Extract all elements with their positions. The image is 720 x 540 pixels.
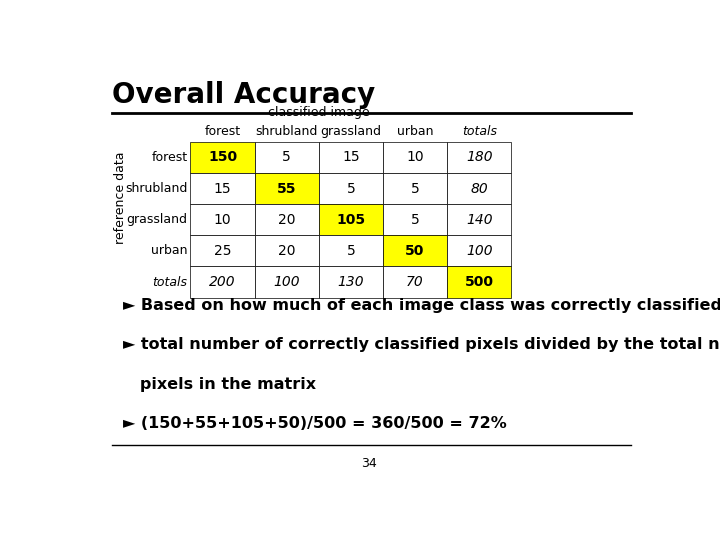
Bar: [447, 204, 511, 235]
Bar: [447, 266, 511, 298]
Text: ► (150+55+105+50)/500 = 360/500 = 72%: ► (150+55+105+50)/500 = 360/500 = 72%: [124, 416, 507, 431]
Text: 15: 15: [214, 181, 231, 195]
Bar: [255, 141, 319, 173]
Text: 15: 15: [342, 150, 360, 164]
Bar: [255, 204, 319, 235]
Text: ► Based on how much of each image class was correctly classified: ► Based on how much of each image class …: [124, 298, 720, 313]
Text: 10: 10: [214, 213, 231, 227]
Text: forest: forest: [151, 151, 188, 164]
Text: 70: 70: [406, 275, 424, 289]
Bar: [447, 173, 511, 204]
Text: 5: 5: [410, 181, 420, 195]
Bar: [319, 141, 383, 173]
Bar: [319, 266, 383, 298]
Bar: [190, 173, 255, 204]
Text: 10: 10: [406, 150, 424, 164]
Text: classified image: classified image: [268, 106, 369, 119]
Bar: [447, 141, 511, 173]
Bar: [190, 141, 255, 173]
Bar: [190, 204, 255, 235]
Bar: [319, 235, 383, 266]
Bar: [319, 204, 383, 235]
Text: pixels in the matrix: pixels in the matrix: [124, 377, 317, 392]
Bar: [383, 266, 447, 298]
Text: 140: 140: [466, 213, 492, 227]
Bar: [383, 173, 447, 204]
Bar: [190, 235, 255, 266]
Bar: [447, 235, 511, 266]
Text: urban: urban: [151, 245, 188, 258]
Text: totals: totals: [462, 125, 497, 138]
Text: 20: 20: [278, 213, 295, 227]
Text: shrubland: shrubland: [125, 182, 188, 195]
Text: 500: 500: [464, 275, 494, 289]
Text: 5: 5: [346, 244, 355, 258]
Bar: [255, 173, 319, 204]
Text: grassland: grassland: [320, 125, 382, 138]
Text: totals: totals: [153, 275, 188, 288]
Text: ► total number of correctly classified pixels divided by the total number of: ► total number of correctly classified p…: [124, 337, 720, 352]
Text: 25: 25: [214, 244, 231, 258]
Text: 105: 105: [336, 213, 366, 227]
Text: 34: 34: [361, 457, 377, 470]
Text: grassland: grassland: [127, 213, 188, 226]
Bar: [255, 235, 319, 266]
Bar: [383, 141, 447, 173]
Text: 130: 130: [338, 275, 364, 289]
Text: 50: 50: [405, 244, 425, 258]
Text: 180: 180: [466, 150, 492, 164]
Bar: [383, 204, 447, 235]
Text: reference data: reference data: [114, 152, 127, 244]
Text: 5: 5: [346, 181, 355, 195]
Bar: [319, 173, 383, 204]
Bar: [255, 266, 319, 298]
Text: 200: 200: [210, 275, 236, 289]
Text: 100: 100: [274, 275, 300, 289]
Bar: [383, 235, 447, 266]
Text: 55: 55: [277, 181, 297, 195]
Text: forest: forest: [204, 125, 240, 138]
Text: 80: 80: [470, 181, 488, 195]
Text: 5: 5: [410, 213, 420, 227]
Text: 5: 5: [282, 150, 291, 164]
Text: 150: 150: [208, 150, 237, 164]
Bar: [190, 266, 255, 298]
Text: Overall Accuracy: Overall Accuracy: [112, 82, 376, 110]
Text: 100: 100: [466, 244, 492, 258]
Text: urban: urban: [397, 125, 433, 138]
Text: 20: 20: [278, 244, 295, 258]
Text: shrubland: shrubland: [256, 125, 318, 138]
